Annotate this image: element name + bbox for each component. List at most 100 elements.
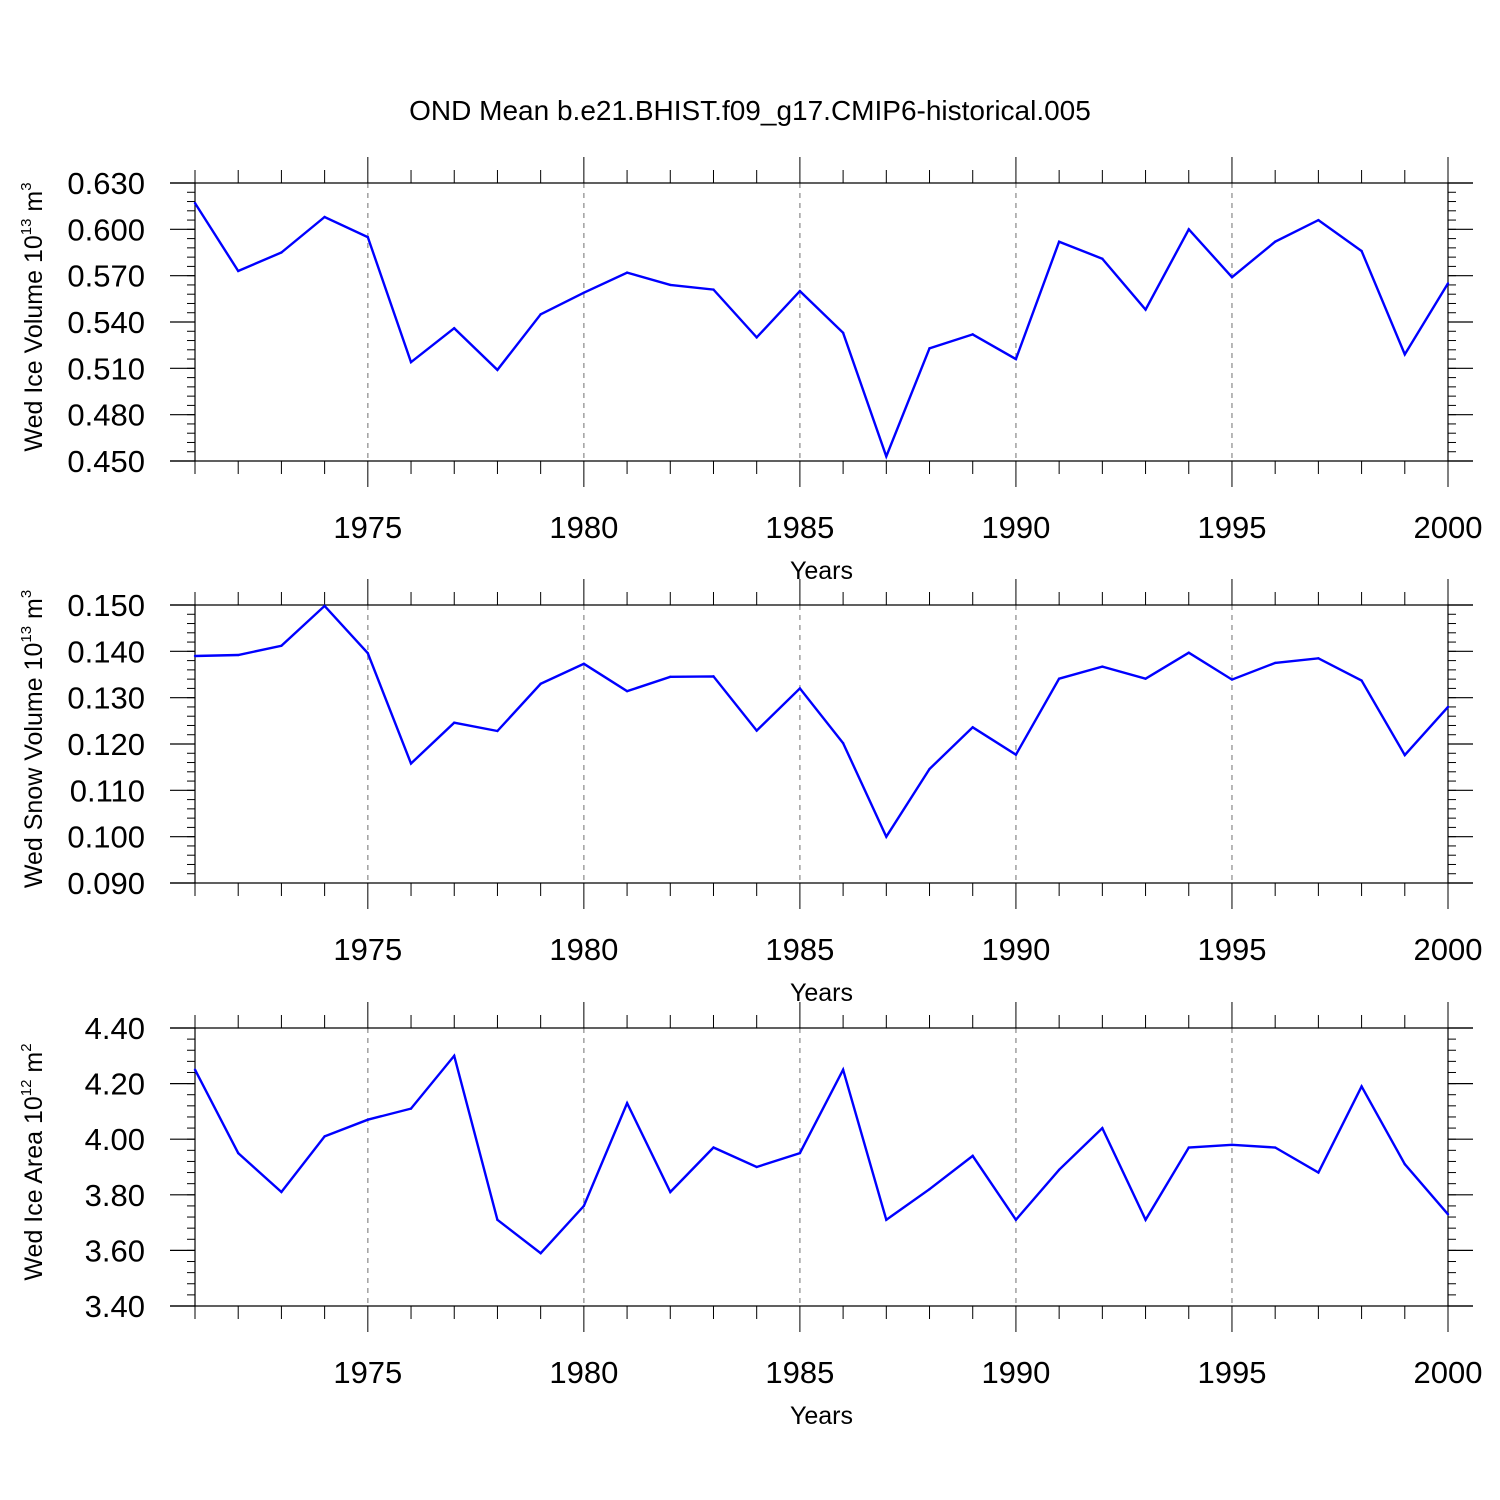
- data-point: [582, 1204, 586, 1208]
- y-tick-label: 0.540: [67, 305, 145, 340]
- data-point: [1230, 1143, 1234, 1146]
- data-point: [453, 721, 456, 724]
- y-tick-label: 0.140: [67, 634, 145, 669]
- x-tick-label: 1980: [549, 510, 618, 545]
- y-tick-label: 4.20: [85, 1067, 145, 1102]
- series-line: [193, 202, 1450, 460]
- data-point: [1144, 1218, 1147, 1222]
- data-point: [669, 675, 672, 679]
- data-point: [237, 1151, 240, 1155]
- y-tick-label: 0.480: [67, 398, 145, 433]
- data-point: [841, 331, 845, 335]
- data-point: [1273, 240, 1277, 243]
- data-point: [1057, 677, 1061, 680]
- x-tick-label: 2000: [1414, 510, 1483, 545]
- data-point: [755, 336, 758, 339]
- data-point: [841, 741, 845, 745]
- data-point: [1187, 651, 1190, 654]
- data-point: [323, 604, 326, 608]
- data-point: [496, 729, 499, 733]
- data-point: [798, 1151, 802, 1155]
- data-point: [1317, 218, 1320, 222]
- data-point: [1230, 678, 1234, 681]
- data-point: [885, 835, 888, 838]
- data-point: [237, 653, 240, 657]
- data-point: [1403, 1163, 1406, 1166]
- data-point: [582, 291, 586, 294]
- data-point: [1403, 753, 1406, 757]
- data-point: [1014, 1218, 1018, 1222]
- y-tick-label: 0.450: [67, 444, 145, 479]
- data-point: [409, 762, 413, 765]
- data-point: [669, 1190, 672, 1194]
- x-tick-label: 1975: [333, 1355, 402, 1390]
- x-tick-label: 1990: [981, 510, 1050, 545]
- series-line: [194, 604, 1449, 840]
- series-line: [193, 1053, 1449, 1255]
- x-tick-label: 1990: [981, 932, 1050, 967]
- y-tick-label: 4.00: [85, 1122, 145, 1157]
- x-tick-label: 1980: [549, 932, 618, 967]
- data-point: [1360, 1085, 1363, 1088]
- panel-snow-volume: 0.090 0.100 0.110 0.120 0.130 0.140 0.150 1975 1…: [18, 579, 1482, 1007]
- y-tick-label: 3.60: [85, 1233, 145, 1268]
- panel-ice-area: 3.40 3.60 3.80 4.00 4.20 4.40 1975 1980 1985 1990…: [18, 1002, 1482, 1430]
- y-axis-title: Wed Ice Volume 1013 m3: [18, 182, 48, 451]
- data-point: [1360, 249, 1363, 253]
- y-tick-label: 3.80: [85, 1178, 145, 1213]
- data-point: [712, 288, 715, 291]
- data-point: [409, 360, 413, 364]
- data-point: [539, 1251, 542, 1255]
- data-point: [237, 269, 240, 273]
- x-tick-label: 1990: [981, 1355, 1050, 1390]
- data-point: [1446, 1213, 1450, 1216]
- data-point: [1101, 257, 1104, 260]
- y-tick-label: 0.100: [67, 820, 145, 855]
- x-tick-label: 1985: [765, 510, 834, 545]
- data-point: [1317, 657, 1320, 660]
- data-point: [755, 1165, 758, 1169]
- data-point: [366, 651, 370, 655]
- data-point: [539, 682, 542, 685]
- x-tick-label: 1995: [1197, 510, 1266, 545]
- data-point: [928, 767, 931, 771]
- data-point: [625, 1101, 629, 1105]
- data-point: [1144, 308, 1147, 311]
- data-point: [1273, 661, 1277, 665]
- data-point: [928, 347, 931, 350]
- x-tick-label: 1985: [765, 932, 834, 967]
- data-point: [1014, 753, 1018, 756]
- data-point: [1230, 276, 1234, 279]
- data-point: [496, 368, 499, 372]
- y-tick-label: 0.510: [67, 351, 145, 386]
- data-point: [712, 1146, 715, 1149]
- data-point: [798, 687, 802, 690]
- data-point: [885, 455, 888, 458]
- y-tick-label: 0.630: [67, 166, 145, 201]
- data-point: [971, 333, 974, 336]
- data-point: [1446, 282, 1450, 285]
- data-point: [712, 675, 715, 678]
- data-point: [625, 271, 629, 274]
- x-tick-label: 1995: [1197, 932, 1266, 967]
- data-point: [971, 726, 974, 729]
- x-tick-label: 1995: [1197, 1355, 1266, 1390]
- y-tick-label: 0.130: [67, 681, 145, 716]
- data-point: [755, 729, 758, 732]
- x-tick-label: 1975: [333, 510, 402, 545]
- x-tick-label: 2000: [1414, 1355, 1483, 1390]
- x-axis-title: Years: [790, 979, 853, 1007]
- data-point: [496, 1218, 499, 1222]
- data-point: [1360, 679, 1363, 682]
- data-point: [798, 289, 802, 293]
- data-point: [1187, 228, 1190, 231]
- y-tick-label: 0.570: [67, 259, 145, 294]
- panel-ice-volume: 0.450 0.480 0.510 0.540 0.570 0.600 0.630 1975 1…: [18, 157, 1482, 585]
- y-axis-title: Wed Snow Volume 1013 m3: [18, 590, 48, 888]
- data-point: [193, 654, 197, 658]
- data-point: [1144, 677, 1147, 680]
- y-tick-label: 0.120: [67, 727, 145, 762]
- data-point: [539, 313, 542, 316]
- data-point: [971, 1154, 974, 1158]
